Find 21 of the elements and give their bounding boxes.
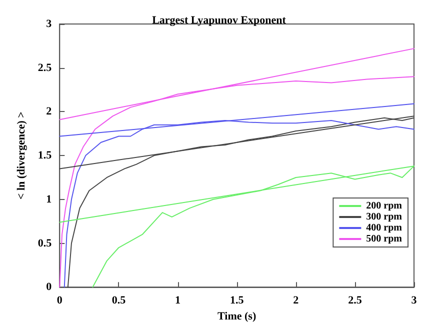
y-tick-label: 1.5	[38, 150, 52, 162]
y-axis-title: < ln (divergence) >	[16, 112, 28, 200]
y-tick-label: 1	[46, 193, 52, 206]
x-tick-label: 2.5	[348, 294, 362, 307]
legend-label: 400 rpm	[366, 222, 403, 234]
legend-label: 300 rpm	[366, 212, 403, 222]
x-tick-label: 0.5	[112, 294, 126, 307]
y-tick-label: 0.5	[38, 237, 52, 250]
legend-label: 500 rpm	[366, 234, 403, 244]
legend-label: 200 rpm	[366, 200, 403, 212]
y-tick-label: 2	[46, 106, 52, 118]
x-tick-label: 1.5	[230, 294, 244, 307]
y-tick-label: 2.5	[38, 62, 52, 74]
y-tick-label: 3	[46, 18, 52, 30]
x-tick-label: 2	[293, 294, 300, 307]
x-tick-label: 1	[175, 294, 181, 307]
x-tick-label: 3	[411, 294, 418, 307]
x-tick-label: 0	[56, 294, 63, 307]
x-axis-title: Time (s)	[218, 310, 256, 322]
y-tick-label: 0	[46, 281, 52, 294]
chart-title: Largest Lyapunov Exponent	[152, 14, 286, 26]
